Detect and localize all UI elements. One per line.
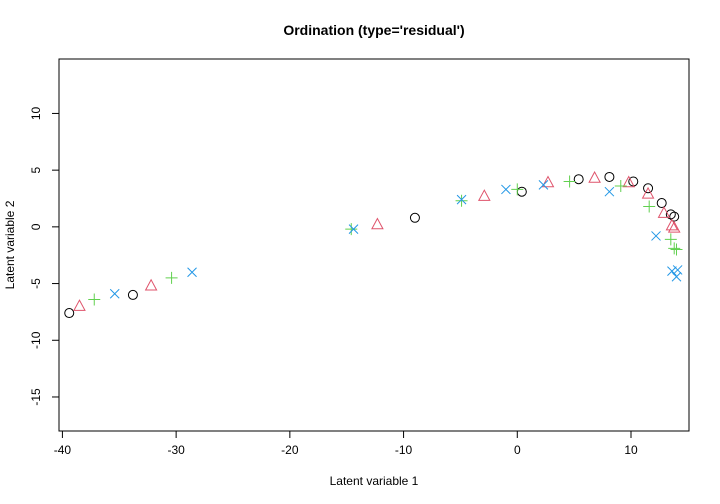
triangle-point bbox=[622, 175, 636, 188]
plus-point bbox=[643, 200, 656, 213]
circle-point bbox=[516, 186, 527, 197]
triangle-point bbox=[371, 217, 384, 230]
triangle-point bbox=[667, 220, 681, 233]
circle-point bbox=[665, 209, 676, 220]
x-tick-label: 10 bbox=[624, 443, 638, 457]
plus-point bbox=[668, 242, 681, 255]
circle-point bbox=[604, 171, 615, 182]
triangle-point bbox=[657, 206, 671, 218]
cross-point bbox=[456, 194, 467, 205]
plus-point bbox=[614, 180, 627, 193]
cross-point bbox=[109, 288, 120, 299]
x-axis: -40 -30 -20 -10 0 10 bbox=[54, 430, 638, 457]
circle-point bbox=[656, 198, 667, 209]
y-tick-label: -5 bbox=[29, 278, 43, 289]
x-tick-label: -10 bbox=[395, 443, 413, 457]
plus-point bbox=[345, 223, 358, 236]
y-axis: -15 -10 -5 0 5 10 bbox=[29, 106, 60, 406]
plus-point bbox=[455, 194, 468, 207]
cross-point bbox=[671, 271, 682, 282]
cross-point bbox=[667, 266, 677, 276]
circle-point bbox=[643, 183, 654, 194]
y-tick-label: 5 bbox=[29, 166, 43, 173]
triangle-point bbox=[588, 170, 601, 183]
y-tick-label: 0 bbox=[29, 223, 43, 230]
x-tick-label: -20 bbox=[281, 443, 299, 457]
triangle-point bbox=[641, 186, 655, 199]
y-tick-label: -10 bbox=[29, 331, 43, 349]
circle-point bbox=[64, 308, 75, 319]
plus-point bbox=[165, 271, 178, 284]
circle-point bbox=[127, 289, 138, 300]
cross-point bbox=[651, 231, 661, 241]
x-tick-label: -40 bbox=[54, 443, 72, 457]
circle-point bbox=[573, 174, 584, 185]
chart-title: Ordination (type='residual') bbox=[283, 22, 464, 38]
plus-point bbox=[511, 183, 524, 196]
data-points bbox=[64, 170, 683, 319]
cross-point bbox=[604, 186, 615, 197]
plot-frame bbox=[58, 58, 690, 432]
triangle-point bbox=[541, 175, 555, 188]
plus-point bbox=[563, 175, 576, 188]
y-axis-label: Latent variable 2 bbox=[3, 200, 17, 289]
y-tick-label: 10 bbox=[29, 106, 43, 120]
x-axis-label: Latent variable 1 bbox=[330, 474, 419, 488]
plus-point bbox=[664, 233, 677, 246]
cross-point bbox=[538, 180, 549, 190]
triangle-point bbox=[73, 299, 86, 311]
y-tick-label: -15 bbox=[29, 388, 43, 406]
circle-point bbox=[409, 212, 420, 223]
cross-point bbox=[187, 267, 197, 278]
plus-point bbox=[670, 243, 683, 256]
cross-point bbox=[501, 184, 511, 195]
x-tick-label: -30 bbox=[167, 443, 185, 457]
triangle-point bbox=[477, 189, 491, 201]
x-tick-label: 0 bbox=[514, 443, 521, 457]
triangle-point bbox=[144, 278, 158, 291]
cross-point bbox=[348, 224, 359, 234]
triangle-point bbox=[665, 218, 679, 231]
plus-point bbox=[88, 293, 101, 306]
